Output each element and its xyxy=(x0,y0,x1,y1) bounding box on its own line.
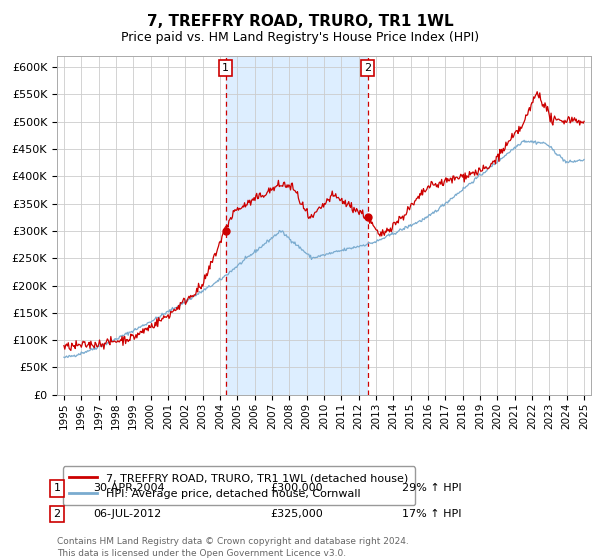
Text: £300,000: £300,000 xyxy=(270,483,323,493)
Text: Price paid vs. HM Land Registry's House Price Index (HPI): Price paid vs. HM Land Registry's House … xyxy=(121,31,479,44)
Text: 2: 2 xyxy=(364,63,371,73)
Legend: 7, TREFFRY ROAD, TRURO, TR1 1WL (detached house), HPI: Average price, detached h: 7, TREFFRY ROAD, TRURO, TR1 1WL (detache… xyxy=(62,466,415,505)
Text: 7, TREFFRY ROAD, TRURO, TR1 1WL: 7, TREFFRY ROAD, TRURO, TR1 1WL xyxy=(146,14,454,29)
Text: 1: 1 xyxy=(222,63,229,73)
Text: 17% ↑ HPI: 17% ↑ HPI xyxy=(402,509,461,519)
Text: 29% ↑ HPI: 29% ↑ HPI xyxy=(402,483,461,493)
Text: 06-JUL-2012: 06-JUL-2012 xyxy=(93,509,161,519)
Text: 2: 2 xyxy=(53,509,61,519)
Text: Contains HM Land Registry data © Crown copyright and database right 2024.: Contains HM Land Registry data © Crown c… xyxy=(57,537,409,546)
Text: This data is licensed under the Open Government Licence v3.0.: This data is licensed under the Open Gov… xyxy=(57,549,346,558)
Text: 30-APR-2004: 30-APR-2004 xyxy=(93,483,164,493)
Text: 1: 1 xyxy=(53,483,61,493)
Text: £325,000: £325,000 xyxy=(270,509,323,519)
